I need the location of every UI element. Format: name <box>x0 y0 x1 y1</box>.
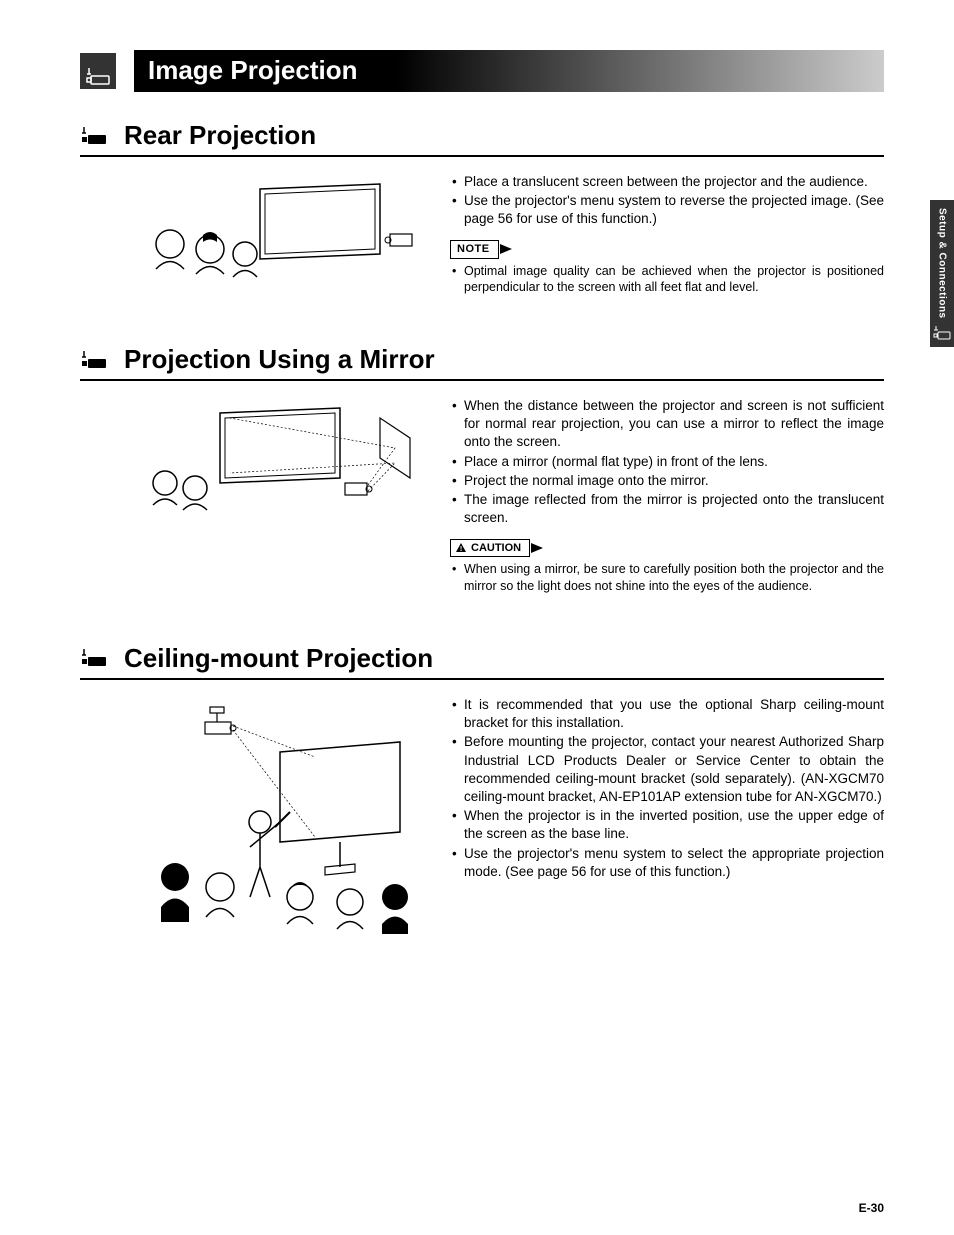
rear-projection-diagram <box>140 179 420 289</box>
diagram-column <box>80 397 450 523</box>
list-item: When using a mirror, be sure to carefull… <box>450 561 884 594</box>
projector-icon <box>80 349 108 371</box>
projector-icon <box>933 325 951 341</box>
projector-icon <box>80 647 108 669</box>
section-title: Projection Using a Mirror <box>124 344 435 375</box>
list-item: Use the projector's menu system to selec… <box>450 845 884 881</box>
section-mirror-projection: Projection Using a Mirror <box>80 344 884 595</box>
page: Image Projection Rear Projection <box>0 0 954 1030</box>
page-number: E-30 <box>859 1201 884 1215</box>
text-column: When the distance between the projector … <box>450 397 884 595</box>
list-item: Place a translucent screen between the p… <box>450 173 884 191</box>
list-item: Before mounting the projector, contact y… <box>450 733 884 806</box>
section-body: When the distance between the projector … <box>80 397 884 595</box>
list-item: Project the normal image onto the mirror… <box>450 472 884 490</box>
section-rear-projection: Rear Projection <box>80 120 884 296</box>
bullet-list: Place a translucent screen between the p… <box>450 173 884 229</box>
side-tab: Setup & Connections <box>930 200 954 347</box>
section-header: Rear Projection <box>80 120 884 157</box>
projector-icon <box>80 125 108 147</box>
text-column: It is recommended that you use the optio… <box>450 696 884 882</box>
note-label: NOTE <box>450 240 499 259</box>
bullet-list: When the distance between the projector … <box>450 397 884 528</box>
list-item: Optimal image quality can be achieved wh… <box>450 263 884 296</box>
section-header: Ceiling-mount Projection <box>80 643 884 680</box>
page-title: Image Projection <box>134 50 884 92</box>
caution-label: ! CAUTION <box>450 539 530 558</box>
side-tab-label: Setup & Connections <box>937 208 948 319</box>
section-body: It is recommended that you use the optio… <box>80 696 884 942</box>
main-title-bar: Image Projection <box>80 50 884 92</box>
diagram-column <box>80 696 450 942</box>
list-item: When the projector is in the inverted po… <box>450 807 884 843</box>
mirror-projection-diagram <box>140 403 420 523</box>
list-item: The image reflected from the mirror is p… <box>450 491 884 527</box>
section-ceiling-projection: Ceiling-mount Projection <box>80 643 884 942</box>
section-title: Ceiling-mount Projection <box>124 643 433 674</box>
diagram-column <box>80 173 450 289</box>
list-item: Use the projector's menu system to rever… <box>450 192 884 228</box>
note-list: Optimal image quality can be achieved wh… <box>450 263 884 296</box>
section-body: Place a translucent screen between the p… <box>80 173 884 296</box>
section-title: Rear Projection <box>124 120 316 151</box>
warning-icon: ! <box>455 542 467 554</box>
section-header: Projection Using a Mirror <box>80 344 884 381</box>
caution-text: CAUTION <box>471 541 521 556</box>
text-column: Place a translucent screen between the p… <box>450 173 884 296</box>
list-item: It is recommended that you use the optio… <box>450 696 884 732</box>
bullet-list: It is recommended that you use the optio… <box>450 696 884 881</box>
projector-icon <box>80 53 116 89</box>
list-item: When the distance between the projector … <box>450 397 884 452</box>
svg-text:!: ! <box>460 546 462 553</box>
list-item: Place a mirror (normal flat type) in fro… <box>450 453 884 471</box>
ceiling-projection-diagram <box>140 702 430 942</box>
caution-list: When using a mirror, be sure to carefull… <box>450 561 884 594</box>
